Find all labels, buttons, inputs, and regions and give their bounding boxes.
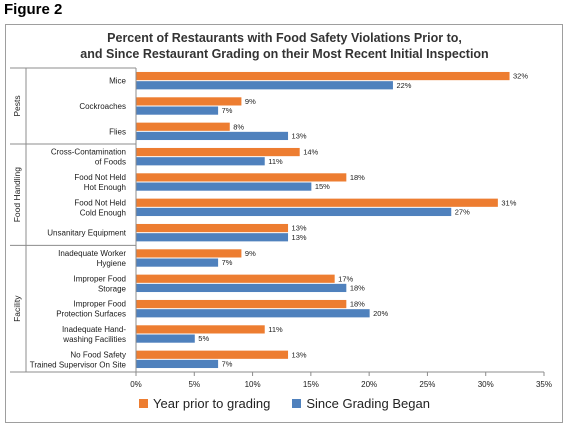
category-label: Unsanitary Equipment: [47, 229, 126, 238]
category-label: Cockroaches: [79, 102, 126, 111]
data-label-since-grading: 22%: [396, 81, 411, 90]
x-tick-label: 15%: [303, 380, 319, 389]
data-label-since-grading: 7%: [222, 106, 233, 115]
data-label-since-grading: 18%: [350, 284, 365, 293]
bar-year-prior: [136, 274, 335, 283]
bar-year-prior: [136, 173, 347, 182]
data-label-year-prior: 9%: [245, 97, 256, 106]
bar-since-grading: [136, 81, 393, 90]
bar-year-prior: [136, 325, 265, 334]
figure-label: Figure 2: [4, 1, 63, 18]
bar-since-grading: [136, 359, 219, 369]
data-label-year-prior: 31%: [501, 198, 516, 207]
bar-year-prior: [136, 223, 289, 233]
bar-since-grading: [136, 182, 312, 191]
data-label-year-prior: 9%: [245, 249, 256, 258]
data-label-since-grading: 13%: [292, 233, 307, 242]
x-tick-label: 25%: [419, 380, 435, 389]
category-label: Inadequate Worker Hygiene: [58, 249, 126, 268]
bar-year-prior: [136, 71, 510, 81]
data-label-since-grading: 5%: [198, 334, 209, 343]
x-tick-label: 5%: [189, 380, 201, 389]
legend-label-prior: Year prior to grading: [153, 396, 271, 411]
legend-item-prior: Year prior to grading: [139, 396, 270, 411]
chart-legend: Year prior to grading Since Grading Bega…: [0, 396, 569, 411]
x-tick-label: 0%: [130, 380, 142, 389]
bar-year-prior: [136, 350, 289, 359]
chart-frame: [5, 24, 563, 423]
bar-year-prior: [136, 122, 230, 131]
bar-since-grading: [136, 283, 347, 293]
x-tick-label: 10%: [245, 380, 261, 389]
bar-year-prior: [136, 97, 242, 106]
data-label-year-prior: 32%: [513, 72, 528, 81]
data-label-since-grading: 20%: [373, 309, 388, 318]
data-label-year-prior: 17%: [338, 274, 353, 283]
data-label-since-grading: 13%: [292, 132, 307, 141]
x-tick-label: 30%: [478, 380, 494, 389]
category-label: Improper Food Storage: [74, 274, 127, 293]
category-label: Flies: [109, 127, 126, 136]
legend-swatch-prior: [139, 399, 149, 408]
legend-item-since: Since Grading Began: [292, 396, 430, 411]
bar-year-prior: [136, 249, 242, 258]
bar-since-grading: [136, 131, 289, 141]
data-label-since-grading: 11%: [268, 157, 283, 166]
bar-since-grading: [136, 106, 219, 115]
data-label-year-prior: 18%: [350, 173, 365, 182]
data-label-year-prior: 13%: [292, 350, 307, 359]
bar-year-prior: [136, 198, 498, 207]
bar-since-grading: [136, 334, 195, 343]
chart-title-line-2: and Since Restaurant Grading on their Mo…: [80, 47, 489, 61]
bar-year-prior: [136, 147, 300, 157]
category-label: Inadequate Hand-washing Facilities: [62, 325, 126, 344]
category-label: Mice: [109, 77, 126, 86]
bar-since-grading: [136, 233, 289, 242]
bar-year-prior: [136, 299, 347, 309]
bar-since-grading: [136, 309, 370, 318]
category-label: No Food Safety Trained Supervisor On Site: [30, 350, 127, 369]
data-label-since-grading: 7%: [222, 258, 233, 267]
category-label: Food Not Held Hot Enough: [74, 173, 126, 192]
data-label-year-prior: 8%: [233, 122, 244, 131]
data-label-year-prior: 11%: [268, 325, 283, 334]
chart-title-line-1: Percent of Restaurants with Food Safety …: [107, 31, 462, 45]
category-label: Cross-Contamination of Foods: [51, 148, 126, 167]
group-label: Food Handling: [12, 167, 22, 223]
category-label: Improper Food Protection Surfaces: [56, 300, 126, 319]
x-tick-label: 35%: [536, 380, 552, 389]
bar-since-grading: [136, 207, 452, 217]
data-label-year-prior: 18%: [350, 300, 365, 309]
category-label: Food Not Held Cold Enough: [74, 198, 126, 217]
data-label-since-grading: 7%: [222, 360, 233, 369]
legend-swatch-since: [292, 399, 302, 408]
data-label-since-grading: 27%: [455, 208, 470, 217]
data-label-year-prior: 13%: [292, 224, 307, 233]
data-label-year-prior: 14%: [303, 148, 318, 157]
group-label: Pests: [12, 95, 22, 116]
bar-since-grading: [136, 258, 219, 267]
data-label-since-grading: 15%: [315, 182, 330, 191]
group-label: Facility: [12, 295, 22, 322]
bar-since-grading: [136, 157, 265, 166]
x-tick-label: 20%: [361, 380, 377, 389]
legend-label-since: Since Grading Began: [306, 396, 430, 411]
